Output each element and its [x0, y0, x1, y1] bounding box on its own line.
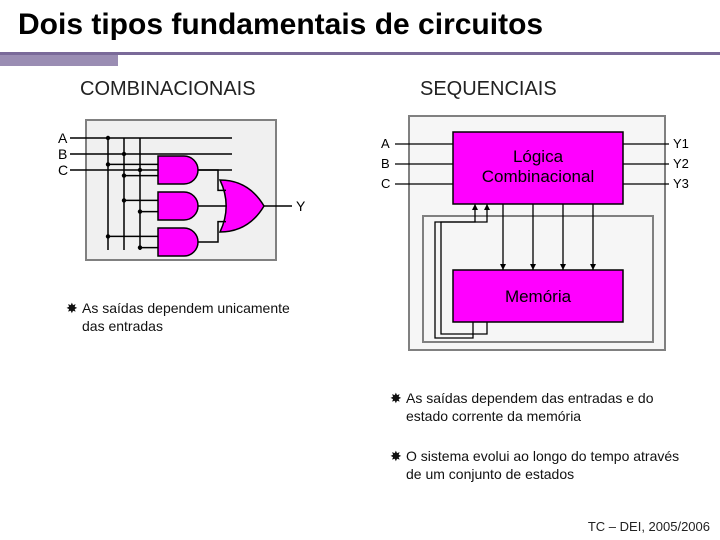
svg-text:Y2: Y2	[673, 156, 689, 171]
subhead-combinacionais: COMBINACIONAIS	[80, 78, 256, 101]
slide-title: Dois tipos fundamentais de circuitos	[18, 8, 543, 42]
footer-text: TC – DEI, 2005/2006	[588, 519, 710, 534]
bullet-text: As saídas dependem das entradas e do est…	[406, 390, 690, 425]
bullet-icon: ✸	[390, 390, 406, 408]
svg-text:A: A	[381, 136, 390, 151]
bullet-icon: ✸	[66, 300, 82, 318]
combinational-diagram: ABC Y	[48, 110, 308, 270]
bullet-comb-1: ✸As saídas dependem unicamente das entra…	[66, 300, 316, 335]
svg-text:Lógica: Lógica	[513, 147, 564, 166]
svg-text:B: B	[381, 156, 390, 171]
title-rule	[0, 52, 720, 60]
svg-text:C: C	[381, 176, 390, 191]
subhead-sequenciais: SEQUENCIAIS	[420, 78, 557, 101]
bullet-text: As saídas dependem unicamente das entrad…	[82, 300, 316, 335]
bullet-text: O sistema evolui ao longo do tempo atrav…	[406, 448, 690, 483]
bullet-seq-1: ✸As saídas dependem das entradas e do es…	[390, 390, 690, 425]
sequential-diagram: LógicaCombinacional Memória ABC Y1 Y2 Y3	[375, 108, 695, 358]
bullet-icon: ✸	[390, 448, 406, 466]
svg-text:Y: Y	[296, 198, 306, 214]
svg-text:C: C	[58, 162, 68, 178]
svg-text:Memória: Memória	[505, 287, 572, 306]
svg-text:B: B	[58, 146, 67, 162]
slide: Dois tipos fundamentais de circuitos COM…	[0, 0, 720, 540]
svg-text:A: A	[58, 130, 68, 146]
svg-text:Combinacional: Combinacional	[482, 167, 594, 186]
bullet-seq-2: ✸O sistema evolui ao longo do tempo atra…	[390, 448, 690, 483]
svg-text:Y3: Y3	[673, 176, 689, 191]
rule-line	[0, 52, 720, 55]
svg-text:Y1: Y1	[673, 136, 689, 151]
